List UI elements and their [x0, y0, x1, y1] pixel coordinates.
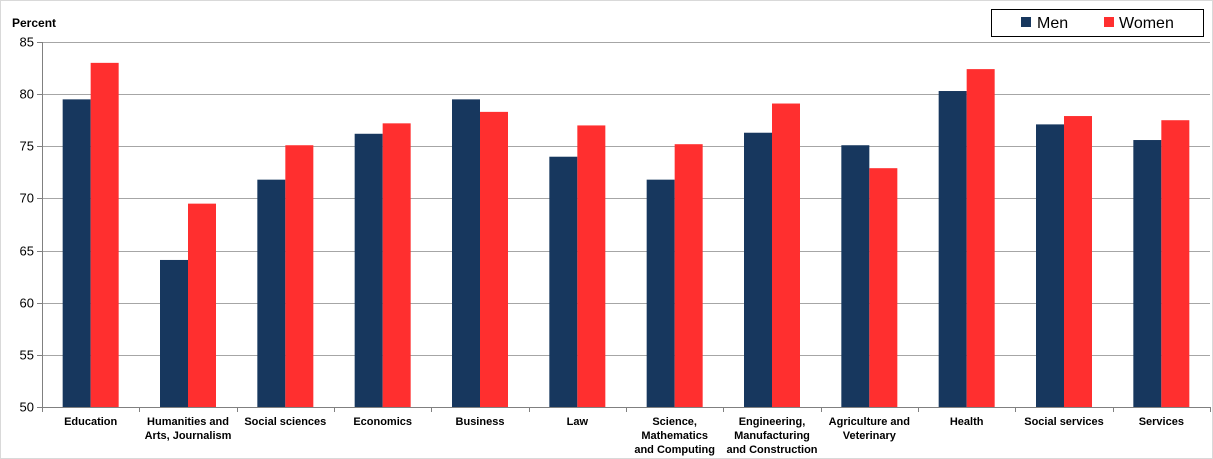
bar-women-8: [869, 168, 898, 407]
y-tick-label: 65: [20, 244, 34, 259]
category-label: Science, Mathematics and Computing: [634, 416, 715, 456]
category-label: Economics: [353, 416, 412, 428]
category-label: Humanities and Arts, Journalism: [145, 416, 232, 442]
y-axis-ticks: 50 55 60 65 70 75 80 85: [20, 35, 42, 415]
category-label: Agriculture and Veterinary: [829, 416, 910, 442]
bar-men-10: [1036, 124, 1064, 407]
bar-men-11: [1133, 140, 1162, 407]
y-axis-title: Percent: [12, 16, 56, 30]
bar-men-2: [257, 179, 286, 407]
category-label: Social services: [1024, 416, 1104, 428]
bar-women-5: [577, 125, 606, 407]
legend-swatch-women: [1104, 17, 1114, 27]
bar-men-5: [549, 156, 578, 407]
bar-women-2: [285, 145, 314, 407]
bar-women-7: [772, 103, 800, 408]
bars: [62, 62, 1190, 408]
bar-women-9: [966, 69, 995, 407]
y-tick-label: 80: [20, 87, 34, 102]
y-tick-label: 85: [20, 35, 34, 50]
y-tick-label: 50: [20, 400, 34, 415]
y-tick-label: 75: [20, 139, 34, 154]
bar-men-6: [646, 179, 675, 407]
category-label: Education: [64, 416, 117, 428]
bar-men-0: [62, 99, 91, 407]
y-tick-label: 70: [20, 191, 34, 206]
category-label: Health: [950, 416, 984, 428]
category-label: Social sciences: [244, 416, 326, 428]
bar-women-11: [1161, 120, 1190, 407]
category-label: Business: [456, 416, 505, 428]
bar-men-1: [160, 259, 188, 407]
bar-women-4: [480, 111, 508, 407]
bar-men-7: [744, 132, 772, 407]
y-tick-label: 55: [20, 348, 34, 363]
legend: Men Women: [991, 9, 1204, 37]
bar-men-9: [938, 91, 967, 407]
axes: [42, 42, 1211, 412]
legend-label-women: Women: [1119, 15, 1174, 32]
bar-men-8: [841, 145, 870, 407]
bar-men-4: [452, 99, 480, 407]
bar-women-1: [188, 203, 216, 407]
bar-women-10: [1064, 116, 1092, 408]
category-label: Engineering, Manufacturing and Constructio…: [726, 416, 817, 456]
bar-men-3: [354, 133, 383, 407]
y-tick-label: 60: [20, 296, 34, 311]
category-label: Law: [567, 416, 589, 428]
bar-women-6: [674, 144, 703, 407]
bar-women-3: [382, 123, 411, 407]
category-labels: Education Humanities and Arts, Journalism S…: [64, 416, 1184, 456]
bar-women-0: [90, 62, 119, 407]
legend-label-men: Men: [1037, 15, 1068, 32]
category-label: Services: [1139, 416, 1184, 428]
legend-swatch-men: [1021, 17, 1031, 27]
